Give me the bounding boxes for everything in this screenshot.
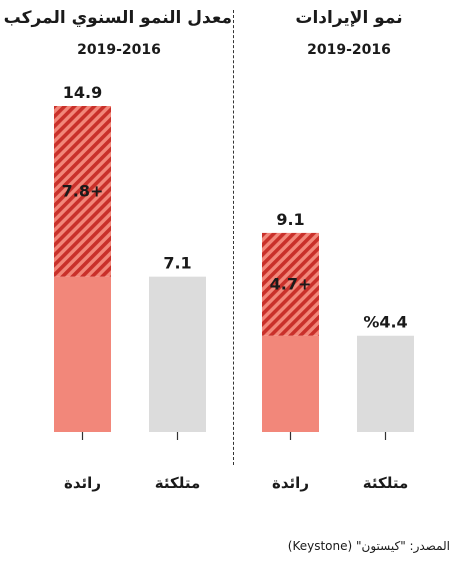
cagr-leading-category-label: رائدة — [64, 474, 101, 492]
cagr-leading-gain-bar — [54, 106, 111, 277]
revenue-owned-category-label: متلكئة — [363, 474, 408, 492]
revenue-leading-gain-label: +4.7 — [270, 274, 312, 293]
revenue-leading-category-label: رائدة — [272, 474, 309, 492]
cagr-panel-period: 2019-2016 — [77, 42, 161, 58]
revenue-owned-value-label: %4.4 — [363, 313, 407, 332]
cagr-leading-base-bar — [54, 276, 111, 432]
revenue-panel-period: 2019-2016 — [307, 42, 391, 58]
revenue-leading-gain-bar — [262, 232, 319, 336]
cagr-leading-value-label: 14.9 — [63, 83, 102, 102]
revenue-owned-base-bar — [357, 335, 414, 432]
revenue-leading-value-label: 9.1 — [276, 210, 304, 229]
cagr-owned-category-label: متلكئة — [155, 474, 200, 492]
revenue-panel-title: نمو الإيرادات — [295, 8, 403, 28]
cagr-panel-title: معدل النمو السنوي المركب — [3, 8, 232, 28]
revenue-leading-base-bar — [262, 335, 319, 432]
cagr-owned-value-label: 7.1 — [163, 254, 191, 273]
cagr-owned-base-bar — [149, 276, 206, 432]
panel-divider — [233, 10, 234, 465]
source-note: المصدر: "كيستون" (Keystone) — [287, 539, 450, 553]
cagr-leading-gain-label: +7.8 — [62, 181, 104, 200]
